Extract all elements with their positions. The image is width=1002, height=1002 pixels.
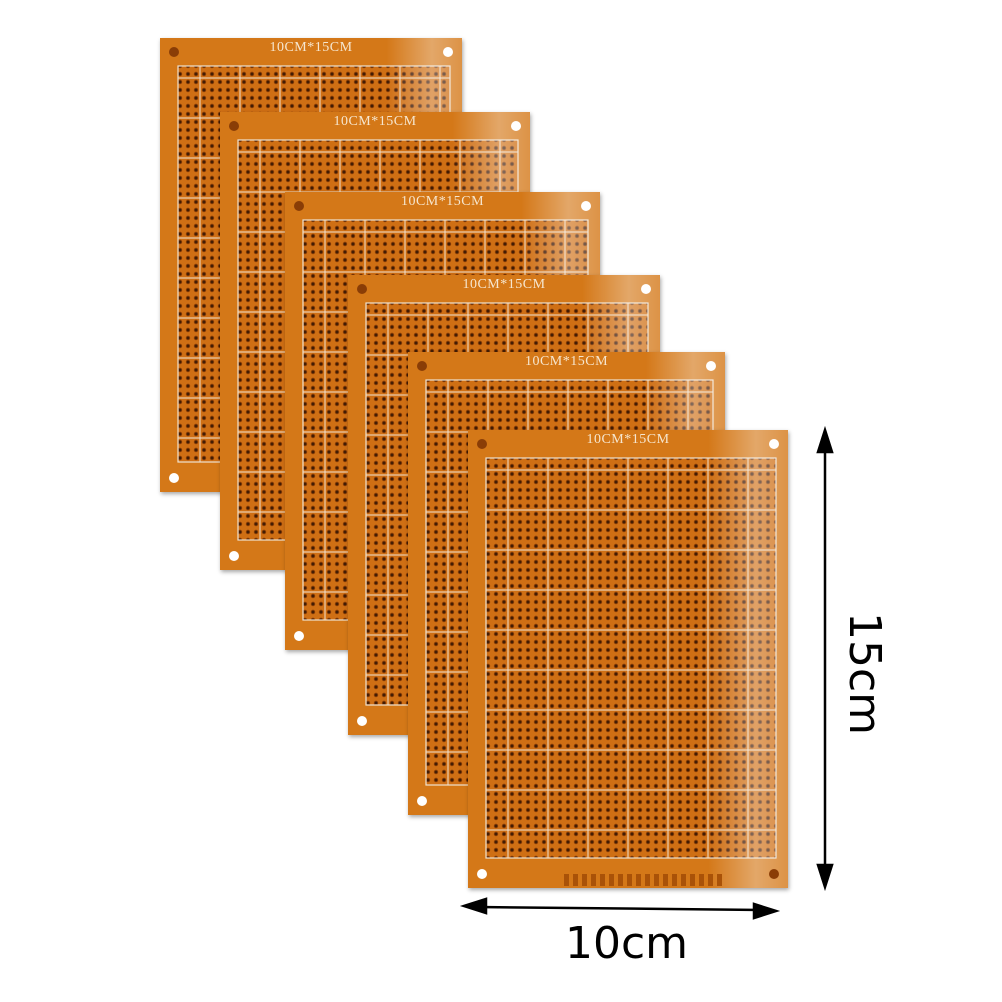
- board-label: 10CM*15CM: [400, 194, 485, 209]
- mounting-hole: [229, 551, 239, 561]
- mounting-hole: [417, 361, 427, 371]
- width-arrow: [459, 897, 781, 920]
- height-arrow: [816, 425, 834, 892]
- height-label: 15cm: [839, 612, 890, 736]
- board-label: 10CM*15CM: [269, 40, 353, 55]
- mounting-hole: [229, 121, 239, 131]
- mounting-hole: [581, 201, 591, 211]
- mounting-hole: [294, 201, 304, 211]
- mounting-hole: [417, 796, 427, 806]
- mounting-hole: [769, 439, 779, 449]
- mounting-hole: [641, 284, 651, 294]
- board-label: 10CM*15CM: [586, 432, 670, 447]
- width-label: 10cm: [565, 918, 689, 969]
- mounting-hole: [294, 631, 304, 641]
- board-label: 10CM*15CM: [462, 277, 546, 292]
- mounting-hole: [706, 361, 716, 371]
- mounting-hole: [511, 121, 521, 131]
- mounting-hole: [357, 284, 367, 294]
- mounting-hole: [169, 47, 179, 57]
- mounting-hole: [169, 473, 179, 483]
- mounting-hole: [357, 716, 367, 726]
- mounting-hole: [769, 869, 779, 879]
- mounting-hole: [477, 869, 487, 879]
- board-label: 10CM*15CM: [524, 354, 609, 369]
- mounting-hole: [477, 439, 487, 449]
- perfboard: 10CM*15CM: [468, 430, 788, 888]
- mounting-hole: [443, 47, 453, 57]
- board-label: 10CM*15CM: [333, 114, 417, 129]
